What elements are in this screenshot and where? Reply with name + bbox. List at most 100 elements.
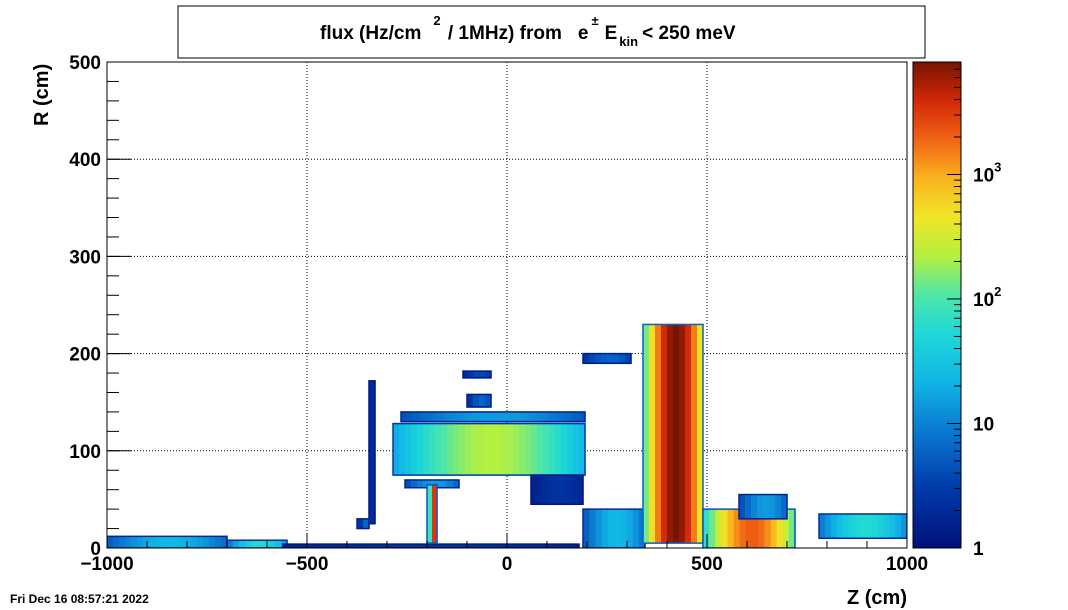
heatmap-cell [836,513,844,539]
footer-timestamp: Fri Dec 16 08:57:21 2022 [10,592,149,606]
region-edge [466,393,492,408]
heatmap-cell [239,540,246,548]
heatmap-cell [403,544,411,548]
heatmap-cell [113,536,120,548]
heatmap-cell [289,544,296,548]
region-edge [400,411,586,423]
heatmap-cell [567,423,574,476]
region-endcap-low-left [356,518,370,530]
heatmap-cell [512,544,520,548]
heatmap-cell [525,411,533,422]
heatmap-cell [758,509,765,548]
region-top-cap [466,393,492,408]
region-forward-block [738,493,788,520]
heatmap-cell [579,411,586,422]
region-top-ticks [462,370,492,379]
heatmap-cell [543,423,550,476]
region-edge [582,352,632,365]
heatmap-cell [507,411,515,422]
heatmap-cell [331,544,338,548]
heatmap-cell [470,544,477,548]
heatmap-cell [775,494,782,519]
axes: −1000 −500 0 500 1000 0 100 200 300 400 500 [69,53,928,575]
heatmap-cell [446,544,453,548]
heatmap-cell [479,371,486,378]
heatmap-cell [571,475,578,505]
heatmap-cell [721,509,729,548]
heatmap-cell [391,544,399,548]
heatmap-cell [447,479,454,488]
heatmap-cell [769,494,776,519]
heatmap-cell [854,513,861,539]
heatmap-cell [369,380,376,524]
region-edge [356,518,370,530]
x-tick-label: −500 [286,554,329,575]
heatmap-cell [573,423,580,476]
heatmap-cell [161,536,168,548]
heatmap-cell [788,509,796,548]
heatmap-cell [537,423,544,476]
heatmap-cell [476,544,483,548]
heatmap-cell [173,536,180,548]
heatmap-cell [561,423,568,476]
heatmap-cell [763,494,770,519]
heatmap-cell [467,394,474,408]
heatmap-cell [733,509,741,548]
heatmap-cell [703,509,710,548]
heatmap-cell [549,423,556,476]
heatmap-cell [313,544,320,548]
heatmap-cell [764,509,772,548]
heatmap-cell [479,394,486,408]
heatmap-cell [583,509,590,548]
heatmap-cell [478,411,485,422]
colorbar-tick-label: 103 [973,159,1001,186]
heatmap-cell [601,509,609,548]
heatmap-cell [620,509,627,548]
title-particle-sup: ± [591,13,598,28]
region-edge [642,323,704,544]
region-diagonal-line [530,474,584,506]
heatmap-cell [119,536,126,548]
heatmap-cell [543,411,550,422]
heatmap-cell [430,411,438,422]
heatmap-cell [745,509,753,548]
heatmap-cell [667,324,674,544]
heatmap-cell [536,475,544,505]
heatmap-cell [283,544,290,548]
heatmap-cell [245,540,252,548]
heatmap-cell [295,544,302,548]
heatmap-cell [531,475,538,505]
heatmap-cell [474,371,481,378]
region-forward-tail [702,508,796,548]
heatmap-cell [448,411,456,422]
heatmap-cell [464,544,471,548]
x-tick-label: 0 [502,554,513,575]
colorbar-tick-label: 1 [973,539,984,560]
heatmap-cell [572,544,580,548]
heatmap-cell [191,536,198,548]
heatmap-cell [435,423,442,476]
heatmap-cell [661,324,668,544]
region-edge [462,370,492,379]
heatmap-cell [373,544,381,548]
heatmap-cell [429,423,436,476]
heatmap-cell [614,509,621,548]
heatmap-cell [739,494,746,519]
heatmap-cell [447,423,454,476]
heatmap-cell [518,544,526,548]
heatmap-cell [691,324,698,544]
heatmap-cell [137,536,144,548]
heatmap-cell [107,536,114,548]
heatmap-cell [415,544,423,548]
heatmap-cell [530,544,538,548]
heatmap-cell [473,394,480,408]
heatmap-cell [440,544,447,548]
heatmap-cell [434,544,441,548]
heatmap-cell [131,536,138,548]
region-edge [392,422,586,476]
y-tick-label: 500 [69,53,101,74]
heatmap-cell [263,540,270,548]
heatmap-cell [871,513,879,539]
heatmap-cell [385,544,393,548]
